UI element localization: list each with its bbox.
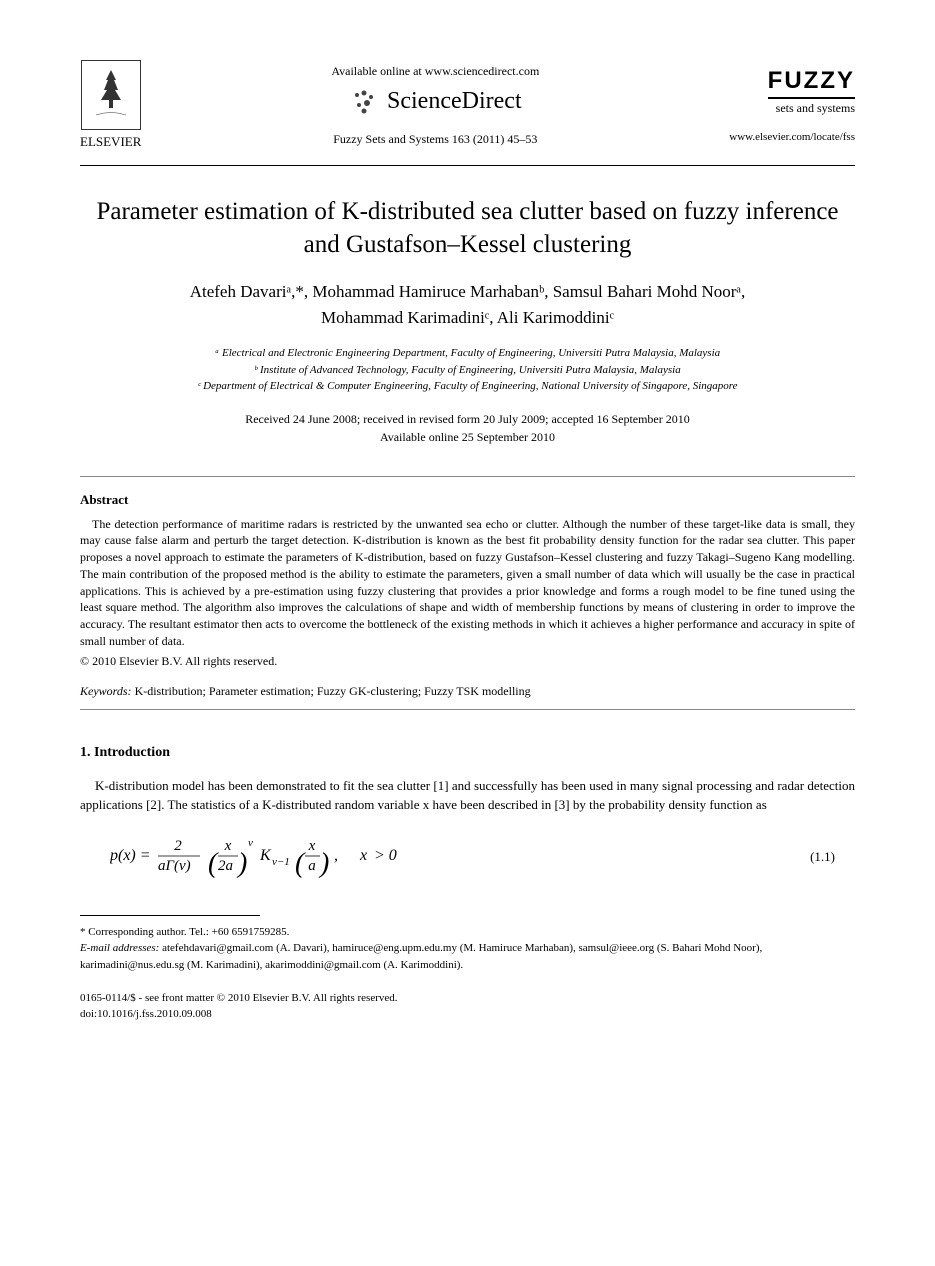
svg-text:2a: 2a [218,858,233,874]
sciencedirect-label: ScienceDirect [387,88,522,115]
article-dates: Received 24 June 2008; received in revis… [80,410,855,446]
svg-text:ν: ν [248,837,253,849]
center-header: Available online at www.sciencedirect.co… [141,64,729,147]
svg-text:,: , [334,847,338,864]
available-online-text: Available online at www.sciencedirect.co… [141,64,729,79]
issn-copyright: 0165-0114/$ - see front matter © 2010 El… [80,991,855,1006]
svg-text:x: x [224,838,232,854]
article-title: Parameter estimation of K-distributed se… [80,196,855,261]
svg-text:): ) [236,848,247,879]
svg-text:): ) [318,848,329,879]
fuzzy-journal-logo: FUZZY sets and systems www.elsevier.com/… [729,67,855,143]
abstract-copyright: © 2010 Elsevier B.V. All rights reserved… [80,654,855,669]
svg-text:ν−1: ν−1 [272,856,290,868]
keywords-line: Keywords: K-distribution; Parameter esti… [80,684,855,699]
keywords-label: Keywords: [80,684,132,698]
corresponding-author-footnote: * Corresponding author. Tel.: +60 659175… [80,924,855,941]
fuzzy-logo-subtitle: sets and systems [776,101,855,116]
dates-line-1: Received 24 June 2008; received in revis… [80,410,855,428]
introduction-para1: K-distribution model has been demonstrat… [80,776,855,815]
journal-citation: Fuzzy Sets and Systems 163 (2011) 45–53 [141,132,729,147]
equation-number-1-1: (1.1) [810,849,835,865]
elsevier-svg-icon [86,65,136,125]
dates-line-2: Available online 25 September 2010 [80,428,855,446]
svg-text:(: ( [295,848,306,879]
svg-text:aΓ(ν): aΓ(ν) [158,858,191,874]
svg-text:a: a [308,858,316,874]
doi-line: doi:10.1016/j.fss.2010.09.008 [80,1007,855,1022]
bottom-publication-info: 0165-0114/$ - see front matter © 2010 El… [80,991,855,1022]
svg-text:2: 2 [174,838,182,854]
elsevier-label: ELSEVIER [80,134,141,150]
svg-text:x: x [359,847,367,864]
sciencedirect-icon [349,87,379,117]
post-keywords-divider [80,709,855,710]
sciencedirect-logo: ScienceDirect [141,87,729,117]
document-header: ELSEVIER Available online at www.science… [80,60,855,166]
abstract-body: The detection performance of maritime ra… [80,516,855,650]
authors-line-2: Mohammad Karimadiniᶜ, Ali Karimoddiniᶜ [80,305,855,331]
affiliation-c: ᶜ Department of Electrical & Computer En… [80,378,855,395]
affiliation-a: ᵃ Electrical and Electronic Engineering … [80,345,855,362]
emails-list: atefehdavari@gmail.com (A. Davari), hami… [80,942,762,971]
svg-text:> 0: > 0 [374,847,397,864]
affiliations-block: ᵃ Electrical and Electronic Engineering … [80,345,855,395]
elsevier-logo: ELSEVIER [80,60,141,150]
keywords-content: K-distribution; Parameter estimation; Fu… [132,684,531,698]
abstract-heading: Abstract [80,492,855,508]
pre-abstract-divider [80,476,855,477]
emails-label: E-mail addresses: [80,942,159,954]
elsevier-tree-icon [81,60,141,130]
equation-1-1: p(x) = 2 aΓ(ν) ( x 2a ) ν K ν−1 ( x a ) … [110,830,490,885]
svg-text:K: K [259,847,272,864]
authors-line-1: Atefeh Davariᵃ,*, Mohammad Hamiruce Marh… [80,279,855,305]
authors-list: Atefeh Davariᵃ,*, Mohammad Hamiruce Marh… [80,279,855,330]
equation-1-1-block: p(x) = 2 aΓ(ν) ( x 2a ) ν K ν−1 ( x a ) … [110,830,855,885]
svg-text:x: x [308,838,316,854]
email-addresses-footnote: E-mail addresses: atefehdavari@gmail.com… [80,940,855,973]
svg-text:p(x) =: p(x) = [110,847,151,864]
affiliation-b: ᵇ Institute of Advanced Technology, Facu… [80,362,855,379]
journal-url: www.elsevier.com/locate/fss [729,131,855,143]
introduction-heading: 1. Introduction [80,745,855,761]
footnote-divider [80,915,260,916]
fuzzy-logo-title: FUZZY [768,67,855,99]
